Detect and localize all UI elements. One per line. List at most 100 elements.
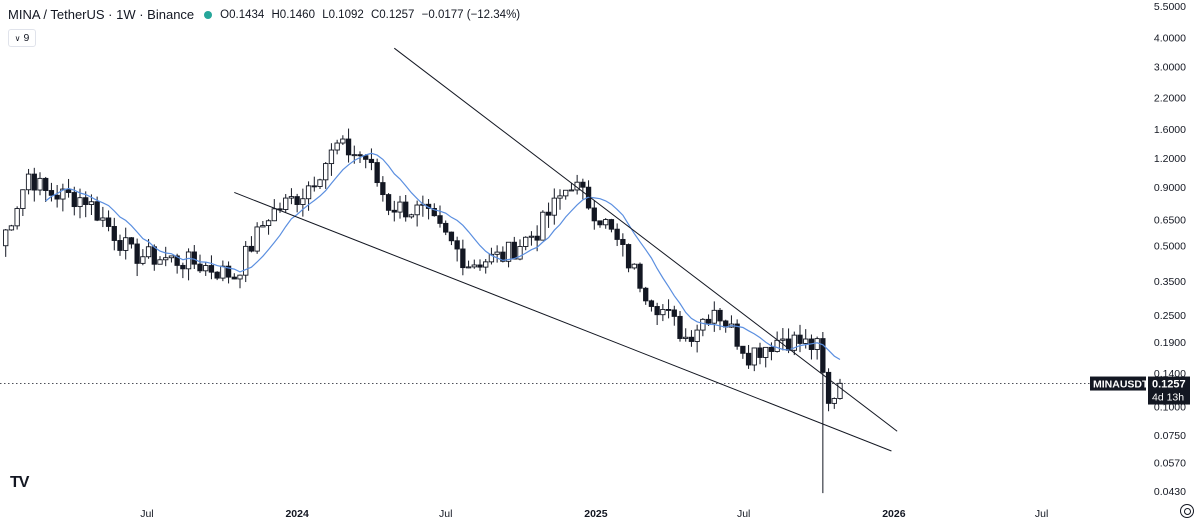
candle-body bbox=[660, 308, 666, 316]
candle-body bbox=[791, 334, 797, 351]
y-tick-label: 0.0430 bbox=[1154, 486, 1186, 498]
candle-body bbox=[345, 138, 352, 156]
candle-body bbox=[300, 198, 306, 205]
candle-body bbox=[368, 158, 375, 164]
candle-body bbox=[231, 276, 237, 280]
y-tick-label: 1.2000 bbox=[1154, 153, 1186, 165]
candle-body bbox=[820, 338, 826, 373]
y-tick-label: 0.9000 bbox=[1154, 182, 1186, 194]
indicator-toggle[interactable]: ∨ 9 bbox=[8, 29, 36, 47]
candle-body bbox=[3, 229, 9, 247]
candle-body bbox=[351, 154, 357, 157]
change-value: −0.0177 (−12.34%) bbox=[421, 8, 521, 21]
candle-body bbox=[563, 189, 569, 197]
chart-legend: MINA / TetherUS · 1W · Binance O0.1434 H… bbox=[8, 7, 524, 22]
candle-body bbox=[311, 185, 317, 188]
x-tick-label: Jul bbox=[1035, 508, 1048, 520]
candle-body bbox=[477, 264, 483, 268]
candle-body bbox=[117, 240, 123, 251]
candle-body bbox=[797, 334, 803, 344]
x-tick-label: Jul bbox=[439, 508, 452, 520]
candle-body bbox=[151, 246, 157, 265]
candle-body bbox=[305, 185, 312, 200]
y-tick-label: 0.3500 bbox=[1154, 276, 1186, 288]
x-tick-label: Jul bbox=[140, 508, 153, 520]
candle-body bbox=[483, 261, 489, 268]
candle-body bbox=[43, 177, 49, 191]
candle-body bbox=[271, 208, 277, 222]
candle-body bbox=[128, 237, 135, 245]
candle-body bbox=[185, 251, 192, 270]
trendline[interactable] bbox=[393, 47, 898, 432]
candle-body bbox=[60, 188, 66, 200]
x-tick-label: 2025 bbox=[584, 508, 608, 520]
candle-body bbox=[105, 217, 112, 227]
market-status-icon bbox=[204, 10, 213, 19]
y-tick-label: 0.0750 bbox=[1154, 430, 1186, 442]
candle-body bbox=[568, 189, 575, 192]
candle-body bbox=[631, 263, 637, 269]
candle-body bbox=[774, 339, 780, 352]
trendlines bbox=[234, 47, 898, 452]
candle-body bbox=[334, 142, 340, 151]
high-value: H0.1460 bbox=[271, 8, 315, 21]
candle-body bbox=[665, 308, 672, 311]
candle-body bbox=[580, 181, 586, 188]
candle-body bbox=[317, 179, 323, 187]
candle-body bbox=[71, 192, 77, 208]
candle-body bbox=[494, 251, 500, 255]
candle-body bbox=[523, 236, 529, 247]
candle-body bbox=[145, 246, 152, 258]
candle-body bbox=[397, 201, 403, 213]
candle-body bbox=[340, 138, 346, 144]
y-tick-label: 5.5000 bbox=[1154, 1, 1186, 13]
candle-body bbox=[471, 264, 477, 268]
candle-body bbox=[20, 189, 26, 209]
candle-body bbox=[637, 263, 643, 289]
candle-body bbox=[283, 197, 289, 210]
candle-body bbox=[65, 188, 72, 193]
candle-body bbox=[780, 338, 786, 341]
candle-body bbox=[443, 222, 449, 233]
settings-gear-icon[interactable] bbox=[1180, 504, 1194, 518]
candle-body bbox=[511, 241, 517, 260]
candle-body bbox=[25, 173, 32, 191]
candle-body bbox=[254, 226, 260, 252]
candle-body bbox=[385, 194, 392, 211]
candle-body bbox=[700, 318, 706, 331]
candle-body bbox=[837, 382, 843, 399]
candle-body bbox=[717, 309, 723, 322]
y-tick-label: 3.0000 bbox=[1154, 61, 1186, 73]
tradingview-logo[interactable]: TV bbox=[10, 474, 29, 491]
candle-body bbox=[448, 231, 455, 242]
candle-body bbox=[220, 265, 226, 279]
candle-body bbox=[460, 248, 466, 269]
candle-body bbox=[237, 274, 243, 280]
price-label: MINAUSDT 0.1257 4d 13h bbox=[1090, 376, 1190, 405]
candle-body bbox=[111, 226, 117, 241]
candle-body bbox=[437, 215, 443, 224]
candle-body bbox=[803, 338, 809, 344]
x-tick-label: 2024 bbox=[285, 508, 309, 520]
candle-body bbox=[208, 265, 215, 273]
candle-body bbox=[83, 197, 89, 205]
trendline[interactable] bbox=[234, 192, 892, 452]
candle-body bbox=[768, 346, 775, 352]
candle-body bbox=[100, 217, 106, 221]
symbol-title[interactable]: MINA / TetherUS · 1W · Binance bbox=[8, 7, 195, 22]
candle-body bbox=[174, 255, 180, 266]
ma-length: 9 bbox=[23, 32, 30, 44]
candle-body bbox=[31, 173, 37, 191]
candle-body bbox=[751, 347, 757, 366]
candle-body bbox=[551, 197, 557, 216]
candle-body bbox=[608, 219, 615, 230]
candle-body bbox=[203, 265, 209, 272]
candle-body bbox=[288, 196, 295, 199]
time-axis[interactable]: Jul 2024 Jul 2025 Jul 2026 Jul bbox=[140, 508, 1048, 520]
candle-body bbox=[140, 256, 146, 264]
y-tick-label: 1.6000 bbox=[1154, 124, 1186, 136]
price-axis[interactable]: 5.5000 4.0000 3.0000 2.2000 1.6000 1.2000 0.90… bbox=[1154, 1, 1186, 498]
candle-body bbox=[620, 238, 626, 245]
candle-body bbox=[391, 209, 397, 213]
